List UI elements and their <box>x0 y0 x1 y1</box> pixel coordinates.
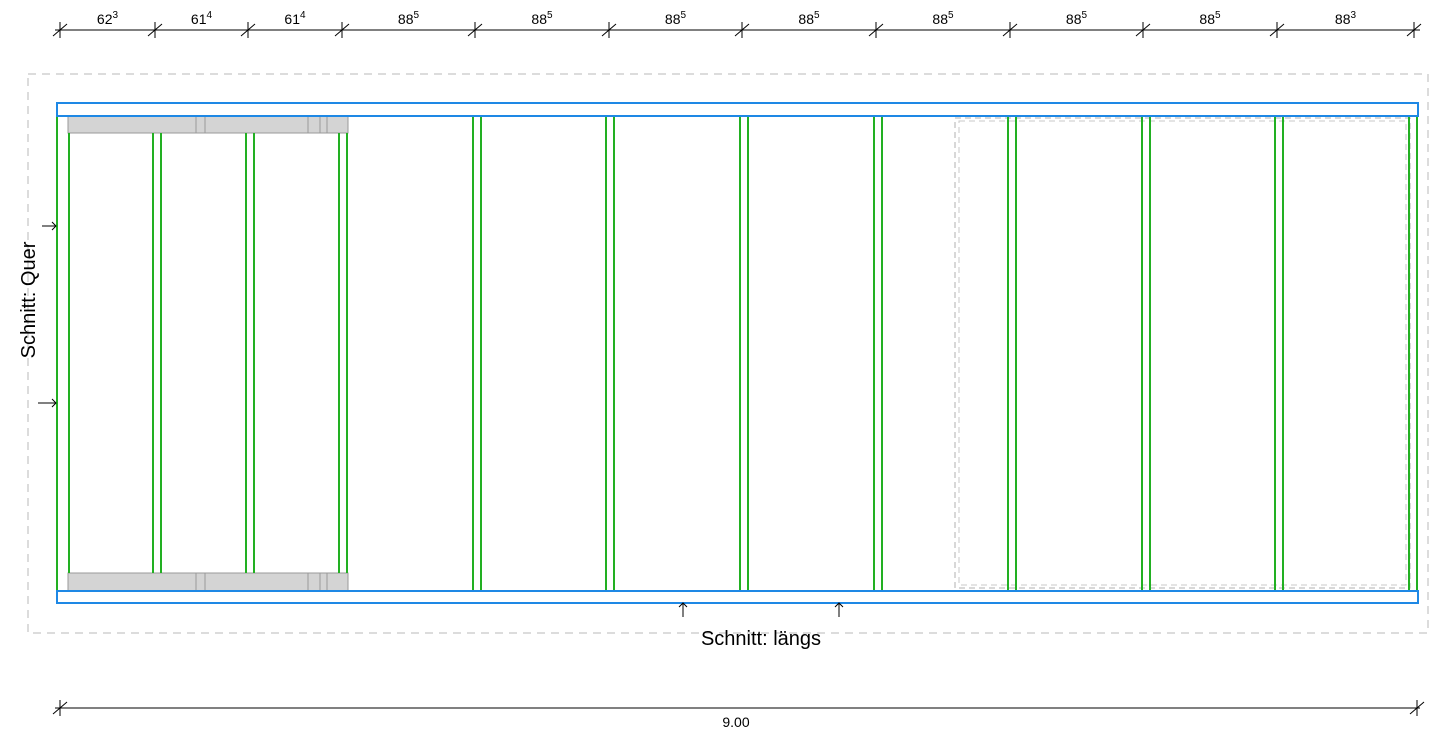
bottom-plate <box>67 572 349 592</box>
dimension-label: 623 <box>97 10 119 27</box>
dashed-region <box>954 117 1411 589</box>
section-cross-label: Schnitt: Quer <box>18 241 40 358</box>
section-long-markers <box>678 602 844 617</box>
top-dimension-labels: 623 614 614 885 885 885 885 885 885 885 883 <box>97 10 1357 27</box>
dimension-label: 614 <box>284 10 306 27</box>
dimension-label: 885 <box>531 10 553 27</box>
overall-dimension-label: 9.00 <box>722 714 749 730</box>
top-dimension-ticks <box>52 22 1422 38</box>
section-cross-markers <box>38 221 57 408</box>
dimension-label: 885 <box>398 10 420 27</box>
dimension-label: 885 <box>932 10 954 27</box>
dimension-label: 885 <box>798 10 820 27</box>
dimension-label: 885 <box>1066 10 1088 27</box>
dimension-label: 614 <box>191 10 213 27</box>
blue-frame-bottom <box>56 590 1419 604</box>
top-plate <box>67 115 349 134</box>
dimension-label: 885 <box>1199 10 1221 27</box>
outer-dashed-boundary <box>27 73 1429 634</box>
section-long-label: Schnitt: längs <box>701 628 821 650</box>
blue-frame-top <box>56 102 1419 117</box>
dashed-region-inner <box>958 120 1407 586</box>
dimension-label: 885 <box>665 10 687 27</box>
dimension-label: 883 <box>1335 10 1357 27</box>
joists <box>68 116 1418 591</box>
